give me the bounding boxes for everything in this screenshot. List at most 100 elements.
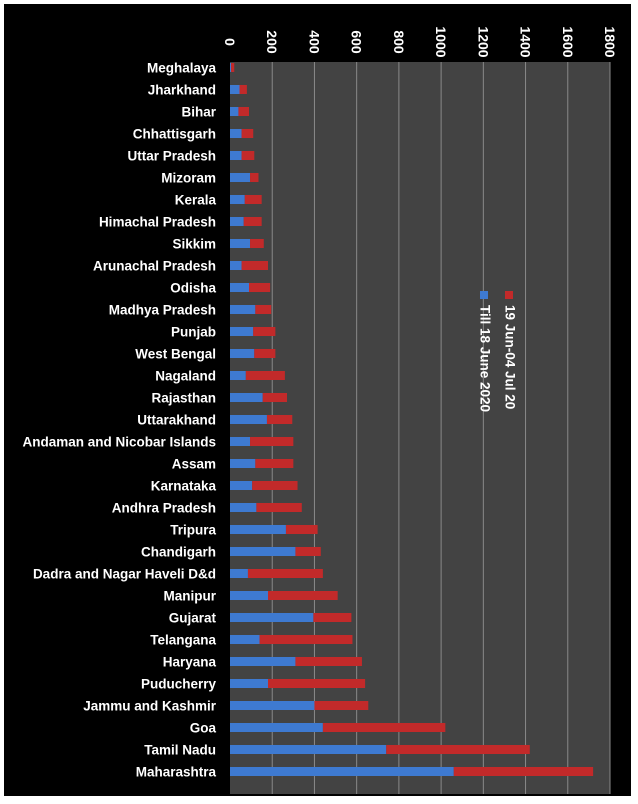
bar-till-18-june-25 [230, 613, 314, 622]
bar-till-18-june-23 [230, 569, 248, 578]
category-label-32: Maharashtra [136, 765, 217, 780]
bar-19-jun-04-jul-21 [285, 525, 318, 534]
category-label-30: Goa [190, 721, 217, 736]
bar-19-jun-04-jul-17 [250, 437, 294, 446]
chart-frame: 0 200 400 600 800 1000 1200 1400 1600 1800 Meghal… [4, 4, 631, 796]
tick-label-1800: 1800 [602, 26, 618, 57]
bar-19-jun-04-jul-3 [241, 129, 254, 138]
bar-19-jun-04-jul-9 [241, 261, 268, 270]
category-label-11: Madhya Pradesh [109, 303, 216, 318]
bar-till-18-june-3 [230, 129, 242, 138]
tick-label-1000: 1000 [433, 26, 449, 57]
category-label-8: Sikkim [172, 237, 216, 252]
bar-till-18-june-11 [230, 305, 256, 314]
bar-till-18-june-18 [230, 459, 256, 468]
bar-till-18-june-14 [230, 371, 246, 380]
category-label-19: Karnataka [151, 479, 217, 494]
bar-19-jun-04-jul-11 [255, 305, 272, 314]
bar-till-18-june-12 [230, 327, 254, 336]
bar-till-18-june-22 [230, 547, 296, 556]
bar-till-18-june-31 [230, 745, 387, 754]
category-label-20: Andhra Pradesh [112, 501, 216, 516]
bar-till-18-june-7 [230, 217, 244, 226]
plot-area [230, 62, 610, 794]
bar-till-18-june-1 [230, 85, 240, 94]
bar-till-18-june-2 [230, 107, 239, 116]
bar-19-jun-04-jul-32 [453, 767, 594, 776]
bar-till-18-june-26 [230, 635, 260, 644]
bar-till-18-june-29 [230, 701, 315, 710]
bar-till-18-june-8 [230, 239, 251, 248]
category-label-31: Tamil Nadu [144, 743, 216, 758]
tick-label-1400: 1400 [518, 26, 534, 57]
tick-label-400: 400 [306, 30, 322, 54]
bar-till-18-june-27 [230, 657, 296, 666]
bar-19-jun-04-jul-30 [322, 723, 446, 732]
bar-till-18-june-30 [230, 723, 323, 732]
bar-19-jun-04-jul-22 [295, 547, 321, 556]
bar-19-jun-04-jul-10 [249, 283, 271, 292]
bar-19-jun-04-jul-20 [256, 503, 302, 512]
bar-19-jun-04-jul-27 [295, 657, 362, 666]
bar-till-18-june-28 [230, 679, 268, 688]
bar-19-jun-04-jul-24 [268, 591, 338, 600]
bar-19-jun-04-jul-1 [239, 85, 247, 94]
category-label-3: Chhattisgarh [133, 127, 216, 142]
bar-till-18-june-13 [230, 349, 255, 358]
bar-19-jun-04-jul-29 [314, 701, 369, 710]
bar-till-18-june-17 [230, 437, 251, 446]
category-label-0: Meghalaya [147, 61, 217, 76]
bar-19-jun-04-jul-2 [238, 107, 249, 116]
bar-till-18-june-6 [230, 195, 245, 204]
bar-till-18-june-15 [230, 393, 263, 402]
tick-label-1600: 1600 [560, 26, 576, 57]
category-label-9: Arunachal Pradesh [93, 259, 216, 274]
bar-19-jun-04-jul-0 [231, 63, 235, 72]
legend-label-19-jun-04-jul: 19 Jun-04 Jul 20 [502, 305, 517, 409]
bar-till-18-june-9 [230, 261, 242, 270]
category-label-22: Chandigarh [141, 545, 216, 560]
category-label-18: Assam [172, 457, 216, 472]
category-label-26: Telangana [150, 633, 216, 648]
bar-till-18-june-24 [230, 591, 268, 600]
bar-till-18-june-20 [230, 503, 257, 512]
legend-swatch-till-18-june [480, 291, 488, 299]
category-label-23: Dadra and Nagar Haveli D&d [33, 567, 216, 582]
category-label-4: Uttar Pradesh [127, 149, 216, 164]
tick-label-200: 200 [264, 30, 280, 54]
category-label-15: Rajasthan [151, 391, 216, 406]
bar-19-jun-04-jul-6 [244, 195, 262, 204]
bar-till-18-june-10 [230, 283, 249, 292]
tick-label-600: 600 [349, 30, 365, 54]
bar-till-18-june-5 [230, 173, 251, 182]
bar-19-jun-04-jul-23 [247, 569, 323, 578]
bar-19-jun-04-jul-15 [262, 393, 287, 402]
tick-label-0: 0 [222, 38, 238, 46]
bar-19-jun-04-jul-16 [266, 415, 293, 424]
bar-19-jun-04-jul-13 [254, 349, 276, 358]
bar-19-jun-04-jul-18 [255, 459, 294, 468]
category-label-1: Jharkhand [148, 83, 216, 98]
bar-19-jun-04-jul-7 [243, 217, 262, 226]
category-label-13: West Bengal [135, 347, 216, 362]
category-label-24: Manipur [164, 589, 217, 604]
bar-till-18-june-32 [230, 767, 454, 776]
category-label-17: Andaman and Nicobar Islands [22, 435, 216, 450]
category-label-16: Uttarakhand [137, 413, 216, 428]
tick-label-1200: 1200 [475, 26, 491, 57]
bar-till-18-june-21 [230, 525, 286, 534]
bar-19-jun-04-jul-14 [245, 371, 285, 380]
bar-till-18-june-4 [230, 151, 242, 160]
bar-19-jun-04-jul-19 [252, 481, 298, 490]
bar-till-18-june-19 [230, 481, 253, 490]
category-label-12: Punjab [171, 325, 216, 340]
legend-swatch-19-jun-04-jul [505, 291, 513, 299]
stacked-bar-chart: 0 200 400 600 800 1000 1200 1400 1600 1800 Meghal… [22, 26, 618, 794]
category-label-5: Mizoram [161, 171, 216, 186]
category-label-14: Nagaland [155, 369, 216, 384]
bar-19-jun-04-jul-31 [386, 745, 530, 754]
category-label-7: Himachal Pradesh [99, 215, 216, 230]
category-label-25: Gujarat [169, 611, 217, 626]
tick-label-800: 800 [391, 30, 407, 54]
category-label-10: Odisha [170, 281, 216, 296]
